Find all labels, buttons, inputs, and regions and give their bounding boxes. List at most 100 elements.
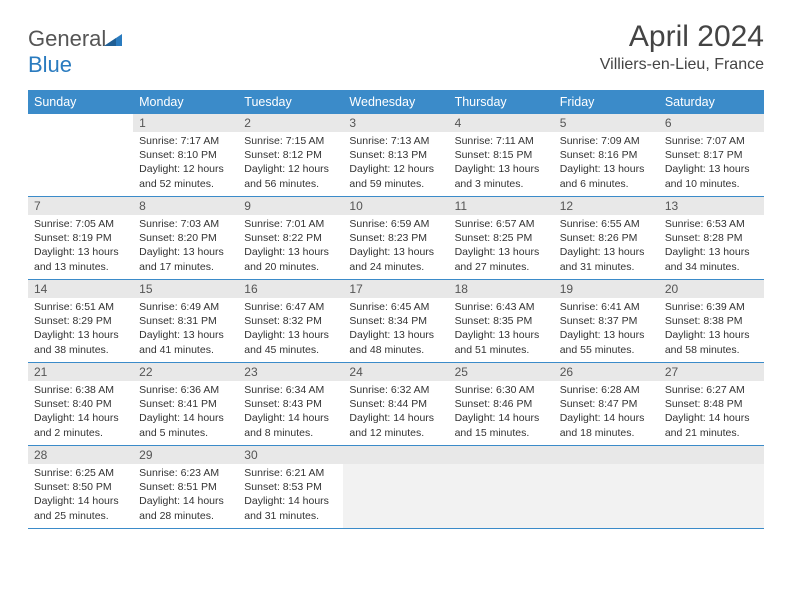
day-content: Sunrise: 7:09 AMSunset: 8:16 PMDaylight:…: [554, 132, 659, 195]
weekday-header: Wednesday: [343, 90, 448, 114]
day-content: Sunrise: 6:32 AMSunset: 8:44 PMDaylight:…: [343, 381, 448, 444]
day-content: Sunrise: 7:05 AMSunset: 8:19 PMDaylight:…: [28, 215, 133, 278]
calendar-cell: 10Sunrise: 6:59 AMSunset: 8:23 PMDayligh…: [343, 197, 448, 280]
day-content: Sunrise: 6:57 AMSunset: 8:25 PMDaylight:…: [449, 215, 554, 278]
day-content: Sunrise: 6:27 AMSunset: 8:48 PMDaylight:…: [659, 381, 764, 444]
day-number: 11: [449, 197, 554, 215]
calendar-cell: 26Sunrise: 6:28 AMSunset: 8:47 PMDayligh…: [554, 363, 659, 446]
location-label: Villiers-en-Lieu, France: [600, 56, 764, 74]
calendar-cell: 17Sunrise: 6:45 AMSunset: 8:34 PMDayligh…: [343, 280, 448, 363]
weekday-header: Thursday: [449, 90, 554, 114]
day-content: Sunrise: 6:59 AMSunset: 8:23 PMDaylight:…: [343, 215, 448, 278]
day-number-empty: [343, 446, 448, 464]
calendar-table: SundayMondayTuesdayWednesdayThursdayFrid…: [28, 90, 764, 529]
calendar-cell: 15Sunrise: 6:49 AMSunset: 8:31 PMDayligh…: [133, 280, 238, 363]
calendar-cell: 12Sunrise: 6:55 AMSunset: 8:26 PMDayligh…: [554, 197, 659, 280]
day-content: Sunrise: 6:55 AMSunset: 8:26 PMDaylight:…: [554, 215, 659, 278]
calendar-cell: 13Sunrise: 6:53 AMSunset: 8:28 PMDayligh…: [659, 197, 764, 280]
brand-triangle-icon: [104, 26, 122, 52]
calendar-cell: 22Sunrise: 6:36 AMSunset: 8:41 PMDayligh…: [133, 363, 238, 446]
day-content: Sunrise: 6:34 AMSunset: 8:43 PMDaylight:…: [238, 381, 343, 444]
calendar-cell: 16Sunrise: 6:47 AMSunset: 8:32 PMDayligh…: [238, 280, 343, 363]
weekday-header: Sunday: [28, 90, 133, 114]
calendar-cell: [28, 114, 133, 197]
calendar-cell: 23Sunrise: 6:34 AMSunset: 8:43 PMDayligh…: [238, 363, 343, 446]
calendar-cell: 8Sunrise: 7:03 AMSunset: 8:20 PMDaylight…: [133, 197, 238, 280]
day-number: 16: [238, 280, 343, 298]
weekday-header: Saturday: [659, 90, 764, 114]
day-number: 10: [343, 197, 448, 215]
calendar-cell: 21Sunrise: 6:38 AMSunset: 8:40 PMDayligh…: [28, 363, 133, 446]
calendar-cell: [449, 446, 554, 529]
day-number: 13: [659, 197, 764, 215]
day-number: 19: [554, 280, 659, 298]
calendar-cell: 3Sunrise: 7:13 AMSunset: 8:13 PMDaylight…: [343, 114, 448, 197]
calendar-row: 21Sunrise: 6:38 AMSunset: 8:40 PMDayligh…: [28, 363, 764, 446]
calendar-cell: 5Sunrise: 7:09 AMSunset: 8:16 PMDaylight…: [554, 114, 659, 197]
day-number: 22: [133, 363, 238, 381]
day-number: 2: [238, 114, 343, 132]
day-number: 24: [343, 363, 448, 381]
day-content: Sunrise: 6:49 AMSunset: 8:31 PMDaylight:…: [133, 298, 238, 361]
day-number: 28: [28, 446, 133, 464]
day-number: 26: [554, 363, 659, 381]
calendar-row: 1Sunrise: 7:17 AMSunset: 8:10 PMDaylight…: [28, 114, 764, 197]
day-content: Sunrise: 7:07 AMSunset: 8:17 PMDaylight:…: [659, 132, 764, 195]
day-number: 18: [449, 280, 554, 298]
calendar-cell: 4Sunrise: 7:11 AMSunset: 8:15 PMDaylight…: [449, 114, 554, 197]
day-number: 6: [659, 114, 764, 132]
page-title: April 2024: [600, 20, 764, 54]
day-content: Sunrise: 6:39 AMSunset: 8:38 PMDaylight:…: [659, 298, 764, 361]
day-content: Sunrise: 6:25 AMSunset: 8:50 PMDaylight:…: [28, 464, 133, 527]
day-number: 17: [343, 280, 448, 298]
day-number: 21: [28, 363, 133, 381]
day-content: Sunrise: 7:03 AMSunset: 8:20 PMDaylight:…: [133, 215, 238, 278]
calendar-cell: [659, 446, 764, 529]
day-content: Sunrise: 7:13 AMSunset: 8:13 PMDaylight:…: [343, 132, 448, 195]
day-content: Sunrise: 6:53 AMSunset: 8:28 PMDaylight:…: [659, 215, 764, 278]
day-number: 20: [659, 280, 764, 298]
calendar-row: 28Sunrise: 6:25 AMSunset: 8:50 PMDayligh…: [28, 446, 764, 529]
day-number: 9: [238, 197, 343, 215]
day-number: 14: [28, 280, 133, 298]
day-number: 12: [554, 197, 659, 215]
calendar-cell: 18Sunrise: 6:43 AMSunset: 8:35 PMDayligh…: [449, 280, 554, 363]
day-content: Sunrise: 6:47 AMSunset: 8:32 PMDaylight:…: [238, 298, 343, 361]
calendar-cell: 14Sunrise: 6:51 AMSunset: 8:29 PMDayligh…: [28, 280, 133, 363]
weekday-header-row: SundayMondayTuesdayWednesdayThursdayFrid…: [28, 90, 764, 114]
day-number: 5: [554, 114, 659, 132]
day-number: 25: [449, 363, 554, 381]
day-content: Sunrise: 6:30 AMSunset: 8:46 PMDaylight:…: [449, 381, 554, 444]
day-number: 8: [133, 197, 238, 215]
day-content: Sunrise: 6:36 AMSunset: 8:41 PMDaylight:…: [133, 381, 238, 444]
day-content: Sunrise: 7:01 AMSunset: 8:22 PMDaylight:…: [238, 215, 343, 278]
weekday-header: Friday: [554, 90, 659, 114]
day-content: Sunrise: 6:28 AMSunset: 8:47 PMDaylight:…: [554, 381, 659, 444]
brand-logo: GeneralBlue: [28, 26, 122, 78]
calendar-body: 1Sunrise: 7:17 AMSunset: 8:10 PMDaylight…: [28, 114, 764, 529]
day-number-empty: [659, 446, 764, 464]
day-number: 27: [659, 363, 764, 381]
day-number: 7: [28, 197, 133, 215]
calendar-cell: 7Sunrise: 7:05 AMSunset: 8:19 PMDaylight…: [28, 197, 133, 280]
calendar-row: 14Sunrise: 6:51 AMSunset: 8:29 PMDayligh…: [28, 280, 764, 363]
brand-name-2: Blue: [28, 52, 72, 77]
day-content: Sunrise: 7:11 AMSunset: 8:15 PMDaylight:…: [449, 132, 554, 195]
day-number: 29: [133, 446, 238, 464]
calendar-cell: 29Sunrise: 6:23 AMSunset: 8:51 PMDayligh…: [133, 446, 238, 529]
calendar-cell: 1Sunrise: 7:17 AMSunset: 8:10 PMDaylight…: [133, 114, 238, 197]
day-content: Sunrise: 6:43 AMSunset: 8:35 PMDaylight:…: [449, 298, 554, 361]
day-content: Sunrise: 6:45 AMSunset: 8:34 PMDaylight:…: [343, 298, 448, 361]
title-block: April 2024 Villiers-en-Lieu, France: [600, 20, 764, 74]
day-content: Sunrise: 6:21 AMSunset: 8:53 PMDaylight:…: [238, 464, 343, 527]
weekday-header: Monday: [133, 90, 238, 114]
day-number: 15: [133, 280, 238, 298]
calendar-cell: 9Sunrise: 7:01 AMSunset: 8:22 PMDaylight…: [238, 197, 343, 280]
weekday-header: Tuesday: [238, 90, 343, 114]
calendar-cell: 6Sunrise: 7:07 AMSunset: 8:17 PMDaylight…: [659, 114, 764, 197]
calendar-cell: 25Sunrise: 6:30 AMSunset: 8:46 PMDayligh…: [449, 363, 554, 446]
day-number: 4: [449, 114, 554, 132]
calendar-cell: 27Sunrise: 6:27 AMSunset: 8:48 PMDayligh…: [659, 363, 764, 446]
calendar-cell: 19Sunrise: 6:41 AMSunset: 8:37 PMDayligh…: [554, 280, 659, 363]
day-number: 23: [238, 363, 343, 381]
